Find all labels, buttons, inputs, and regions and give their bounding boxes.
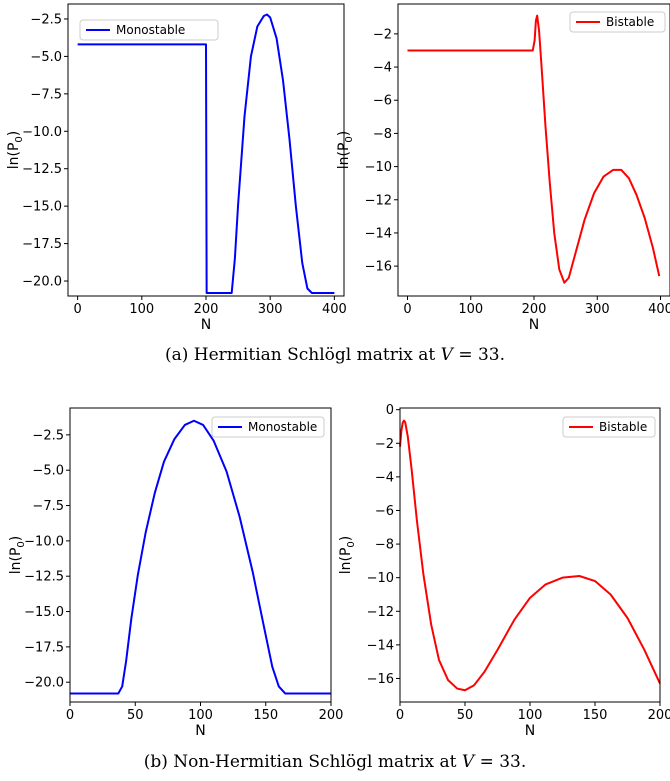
x-axis-label: N: [525, 723, 535, 739]
x-tick-label: 0: [396, 708, 404, 723]
y-tick-label: −4: [373, 61, 392, 76]
legend-label: Monostable: [248, 420, 317, 434]
plot-frame: [69, 407, 332, 703]
y-tick-label: −12.5: [22, 162, 62, 177]
y-tick-label: −8: [375, 538, 394, 553]
caption-a-variable: V: [440, 345, 453, 365]
caption-a-suffix: = 33.: [452, 345, 506, 365]
series-line-monostable: [77, 13, 335, 295]
x-axis-label: N: [195, 723, 205, 739]
chart-panel-a-left: 0 100 200 300 400 −2.5 −5.0 −7.5 −10.0 −12.5 −15.0…: [6, 3, 347, 333]
y-tick-label: −5.0: [32, 464, 64, 479]
caption-b-suffix: = 33.: [474, 752, 527, 772]
y-axis-label: ln(P0): [6, 131, 25, 170]
y-tick-label: −10.0: [22, 125, 62, 140]
y-tick-label: −12: [365, 193, 392, 208]
series-line-bistable: [399, 419, 661, 692]
x-tick-label: 0: [73, 302, 81, 317]
y-tick-label: −6: [375, 504, 394, 519]
x-tick-label: 0: [403, 302, 411, 317]
y-tick-label: −17.5: [22, 237, 62, 252]
x-tick-label: 100: [518, 708, 543, 723]
x-tick-label: 400: [322, 302, 347, 317]
x-tick-label: 100: [188, 708, 213, 723]
x-tick-label: 200: [319, 708, 344, 723]
y-tick-label: −6: [373, 94, 392, 109]
caption-a-prefix: (a) Hermitian Schlögl matrix at: [164, 345, 441, 365]
y-tick-label: −16: [365, 260, 392, 275]
x-tick-label: 400: [648, 302, 670, 317]
caption-b-prefix: (b) Non-Hermitian Schlögl matrix at: [143, 752, 462, 772]
series-line-bistable: [407, 14, 661, 284]
y-axis-label: ln(P0): [8, 536, 27, 575]
y-tick-label: −14: [365, 226, 392, 241]
y-tick-label: −14: [367, 638, 394, 653]
legend-box: [211, 416, 325, 438]
y-tick-label: −2.5: [30, 12, 62, 27]
y-tick-label: −5.0: [30, 50, 62, 65]
y-tick-label: −8: [373, 127, 392, 142]
x-axis-label: N: [201, 317, 211, 333]
x-axis-label: N: [529, 317, 539, 333]
x-tick-label: 150: [253, 708, 278, 723]
caption-a: (a) Hermitian Schlögl matrix at V = 33.: [0, 345, 670, 365]
x-tick-label: 200: [522, 302, 547, 317]
y-tick-label: 0: [386, 403, 394, 418]
y-tick-label: −12: [367, 605, 394, 620]
x-tick-label: 0: [66, 708, 74, 723]
y-tick-label: −17.5: [24, 640, 64, 655]
y-tick-label: −16: [367, 672, 394, 687]
y-tick-label: −4: [375, 470, 394, 485]
legend-label: Monostable: [116, 23, 185, 37]
y-tick-label: −2: [375, 437, 394, 452]
y-tick-label: −20.0: [24, 676, 64, 691]
chart-panel-a-right: 0 100 200 300 400 −2 −4 −6 −8 −10 −12 −14 −16 Bistab…: [336, 3, 670, 333]
x-tick-label: 150: [583, 708, 608, 723]
y-tick-label: −7.5: [32, 499, 64, 514]
y-tick-label: −10.0: [24, 534, 64, 549]
y-tick-label: −15.0: [24, 605, 64, 620]
chart-panel-b-right: 0 50 100 150 200 0 −2 −4 −6 −8 −10 −12 −14 −16 Bistab…: [338, 403, 670, 739]
y-tick-label: −2.5: [32, 428, 64, 443]
x-tick-label: 200: [194, 302, 219, 317]
y-tick-label: −10: [365, 160, 392, 175]
y-tick-label: −7.5: [30, 87, 62, 102]
series-line-monostable: [70, 419, 331, 695]
legend-label: Bistable: [606, 15, 654, 29]
legend-box: [79, 19, 219, 41]
y-tick-label: −12.5: [24, 570, 64, 585]
chart-panel-b-left: 0 50 100 150 200 −2.5 −5.0 −7.5 −10.0 −12.5 −15.0 −…: [8, 407, 344, 739]
x-tick-label: 300: [258, 302, 283, 317]
x-tick-label: 100: [129, 302, 154, 317]
y-tick-label: −10: [367, 571, 394, 586]
y-axis-label: ln(P0): [336, 131, 355, 170]
x-tick-label: 200: [648, 708, 670, 723]
caption-b-variable: V: [461, 752, 475, 772]
x-tick-label: 100: [458, 302, 483, 317]
x-tick-label: 50: [457, 708, 474, 723]
x-tick-label: 50: [127, 708, 144, 723]
legend-label: Bistable: [599, 420, 647, 434]
y-tick-label: −20.0: [22, 275, 62, 290]
x-tick-label: 300: [585, 302, 610, 317]
legend-box: [562, 416, 656, 438]
y-tick-label: −15.0: [22, 200, 62, 215]
y-axis-label: ln(P0): [338, 536, 357, 575]
y-tick-label: −2: [373, 27, 392, 42]
legend-box: [569, 11, 666, 33]
caption-b: (b) Non-Hermitian Schlögl matrix at V = …: [0, 752, 670, 772]
